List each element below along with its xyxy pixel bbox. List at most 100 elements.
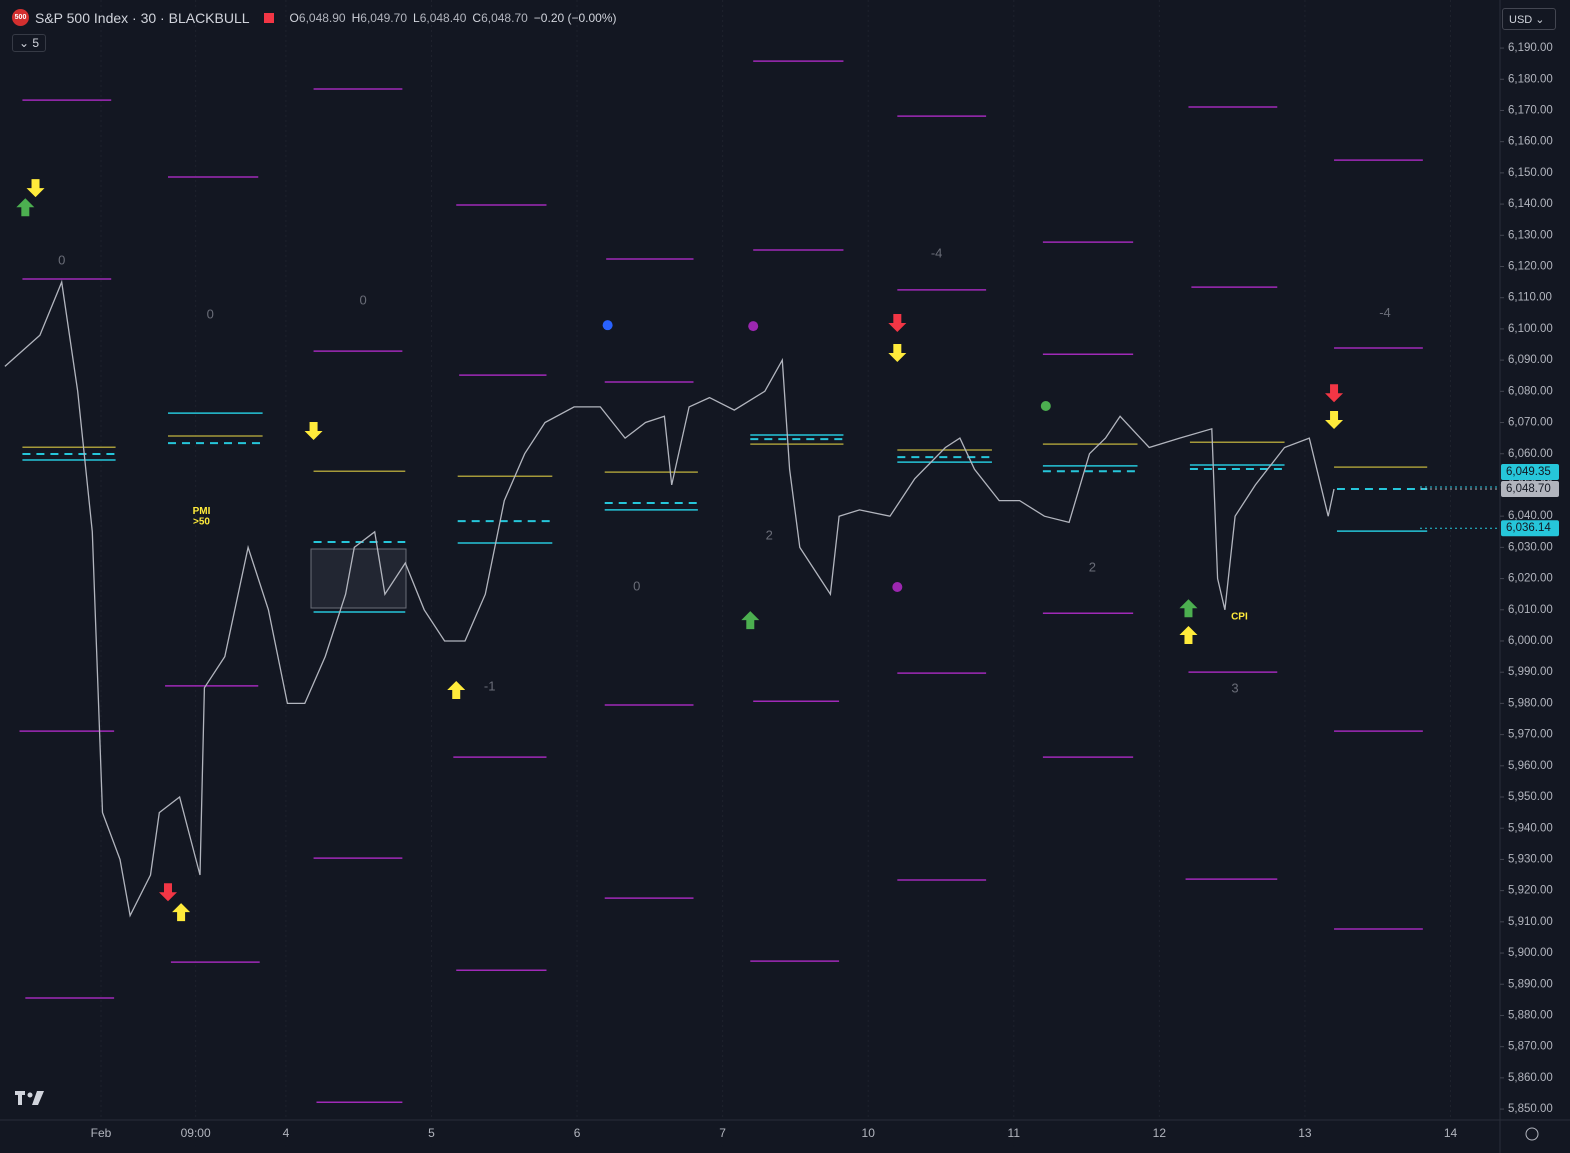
y-tick-label: 6,170.00	[1508, 105, 1553, 117]
y-tick-label: 5,920.00	[1508, 885, 1553, 897]
x-tick-label: 12	[1153, 1126, 1167, 1140]
annotation: 0	[633, 578, 640, 593]
arrow-up	[447, 680, 466, 699]
y-tick-label: 5,850.00	[1508, 1103, 1553, 1115]
price-label-bg	[1501, 520, 1559, 537]
annotation: 2	[1089, 559, 1096, 574]
ohlc-part: −0.20 (−0.00%)	[533, 10, 617, 25]
price-label: 6,048.70	[1506, 483, 1551, 495]
y-tick-label: 5,870.00	[1508, 1041, 1553, 1053]
y-tick-label: 5,960.00	[1508, 760, 1553, 772]
price-label-bg	[1501, 481, 1559, 498]
y-tick-label: 6,120.00	[1508, 261, 1553, 273]
annotation: CPI	[1231, 612, 1248, 623]
price-line	[4, 279, 1335, 918]
price-label-bg	[1501, 464, 1559, 481]
arrow-down	[1325, 411, 1344, 430]
flag[interactable]	[263, 12, 274, 23]
currency-select[interactable]: USD ⌄	[1502, 8, 1556, 30]
x-tick-label: 11	[1008, 1126, 1021, 1140]
arrow-down	[26, 179, 45, 198]
x-tick-label: 09:00	[181, 1126, 211, 1140]
annotation: -4	[1379, 305, 1391, 320]
x-tick-label: Feb	[91, 1126, 112, 1140]
y-tick-label: 5,860.00	[1508, 1072, 1553, 1084]
signal-dot	[892, 581, 903, 592]
arrow-up	[741, 611, 760, 630]
arrow-up	[1179, 626, 1198, 645]
x-tick-label: 14	[1444, 1126, 1458, 1140]
price-label: 6,036.14	[1506, 522, 1551, 534]
arrow-down	[888, 343, 907, 362]
arrow-up	[16, 198, 35, 217]
y-tick-label: 5,980.00	[1508, 697, 1553, 709]
settings-icon[interactable]	[1525, 1127, 1539, 1141]
y-tick-label: 6,190.00	[1508, 42, 1553, 54]
ohlc-part: H	[351, 10, 361, 25]
y-tick-label: 6,110.00	[1508, 292, 1552, 304]
y-tick-label: 6,130.00	[1508, 229, 1553, 241]
header: 500 S&P 500 Index · 30 · BLACKBULL O6,04…	[12, 9, 617, 26]
signal-dot	[1040, 400, 1051, 411]
y-tick-label: 5,990.00	[1508, 666, 1553, 678]
y-tick-label: 6,070.00	[1508, 417, 1553, 429]
arrow-down	[1325, 384, 1344, 403]
y-tick-label: 5,930.00	[1508, 853, 1553, 865]
currency: USD	[1509, 14, 1533, 26]
x-tick-label: 6	[574, 1126, 581, 1140]
signal-dot	[602, 320, 613, 331]
arrow-down	[158, 883, 177, 902]
ohlc: O6,048.90 H6,049.70 L6,048.40 C6,048.70 −0.2…	[290, 11, 617, 25]
y-tick-label: 5,910.00	[1508, 916, 1553, 928]
arrow-up	[1179, 599, 1198, 618]
annotation: >50	[193, 517, 210, 528]
y-tick-label: 6,060.00	[1508, 448, 1553, 460]
y-tick-label: 5,880.00	[1508, 1009, 1553, 1021]
annotation: 2	[766, 528, 773, 543]
x-tick-label: 4	[283, 1126, 290, 1140]
y-tick-label: 5,950.00	[1508, 791, 1553, 803]
y-tick-label: 5,970.00	[1508, 729, 1553, 741]
price-label: 6,049.35	[1506, 466, 1551, 478]
y-tick-label: 6,160.00	[1508, 136, 1553, 148]
ohlc-part: L	[413, 10, 420, 25]
y-tick-label: 5,890.00	[1508, 978, 1553, 990]
y-tick-label: 6,020.00	[1508, 573, 1553, 585]
signal-dot	[748, 321, 759, 332]
ohlc-part: 6,049.70	[360, 10, 407, 25]
ohlc-part: 6,048.70	[481, 10, 528, 25]
ohlc-part: O	[289, 10, 299, 25]
annotation: -4	[931, 245, 943, 260]
x-tick-label: 10	[862, 1126, 876, 1140]
annotation: 3	[1231, 680, 1238, 695]
x-tick-label: 5	[428, 1126, 435, 1140]
y-tick-label: 6,140.00	[1508, 198, 1553, 210]
indicator-toggle[interactable]: ⌄ 5	[12, 34, 47, 52]
x-tick-label: 13	[1298, 1126, 1312, 1140]
annotation: -1	[484, 679, 496, 694]
annotation: PMI	[193, 506, 211, 517]
arrow-down	[888, 313, 907, 332]
range-box	[310, 548, 407, 609]
logo	[15, 1091, 44, 1105]
y-tick-label: 6,180.00	[1508, 73, 1553, 85]
annotation: 0	[207, 307, 214, 322]
annotation: 0	[359, 293, 366, 308]
ohlc-part: C	[472, 10, 482, 25]
y-tick-label: 6,040.00	[1508, 510, 1553, 522]
arrow-up	[172, 903, 191, 922]
y-tick-label: 5,900.00	[1508, 947, 1553, 959]
chart-title: S&P 500 Index · 30 · BLACKBULL	[35, 9, 250, 26]
y-tick-label: 6,010.00	[1508, 604, 1553, 616]
arrow-down	[304, 421, 323, 440]
y-tick-label: 6,150.00	[1508, 167, 1553, 179]
annotation: 0	[58, 253, 65, 268]
ohlc-part: 6,048.90	[298, 10, 346, 25]
indicator-count: 5	[32, 36, 40, 50]
y-tick-label: 6,090.00	[1508, 354, 1553, 366]
y-tick-label: 6,080.00	[1508, 385, 1553, 397]
y-tick-label: 6,000.00	[1508, 635, 1553, 647]
